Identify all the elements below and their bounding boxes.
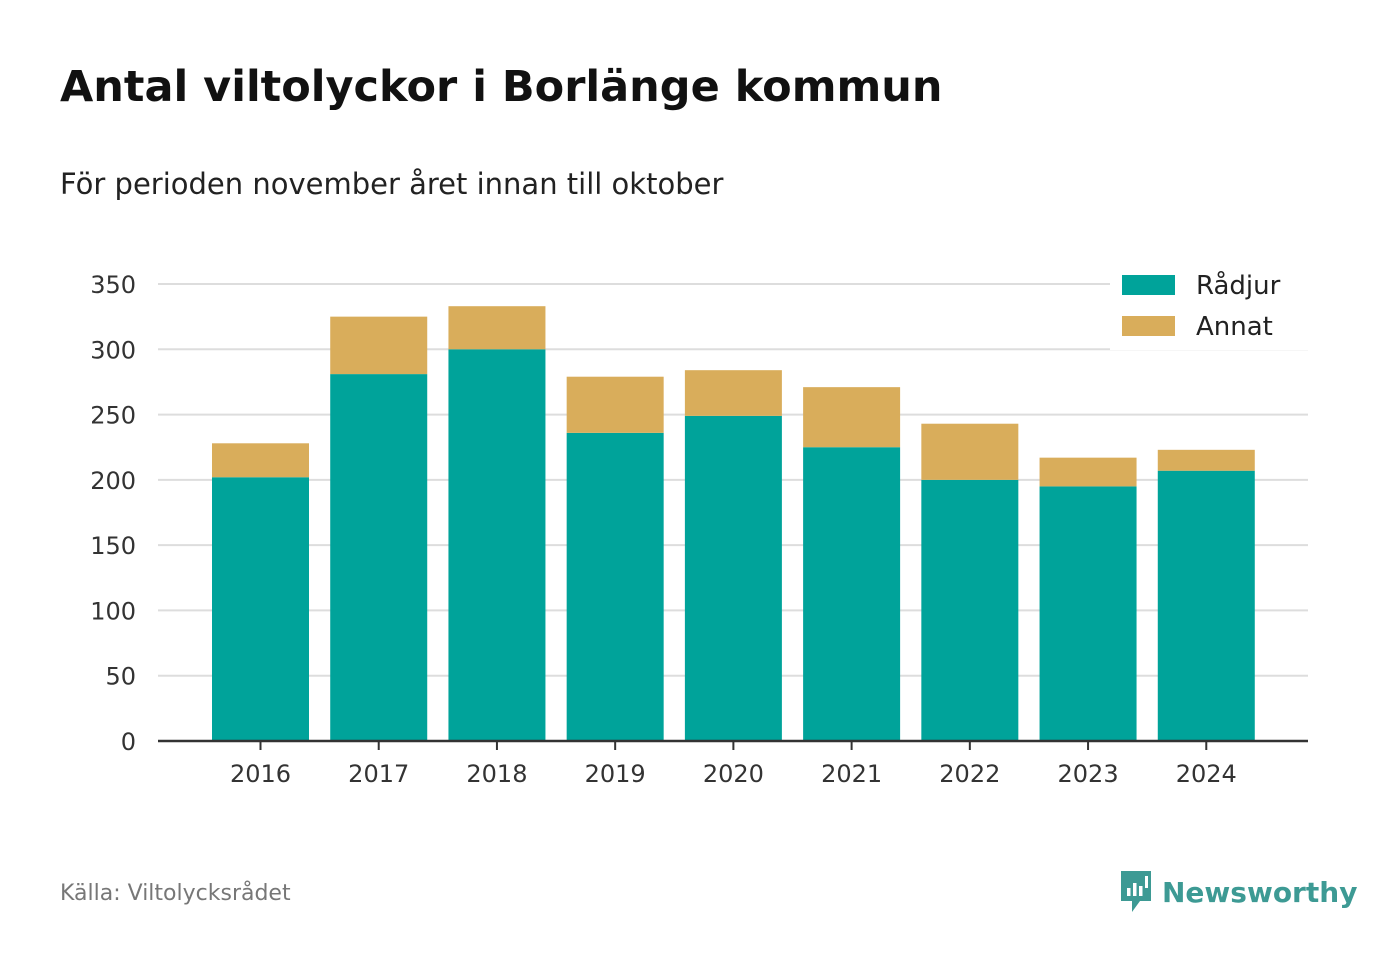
x-tick-label: 2024 — [1176, 760, 1237, 788]
bar-2018-annat — [448, 306, 546, 350]
chart-subtitle: För perioden november året innan till ok… — [60, 167, 724, 201]
y-tick-label: 100 — [90, 597, 136, 625]
bar-2018-r-djur — [448, 349, 546, 741]
bar-2017-annat — [330, 316, 428, 375]
brand-name: Newsworthy — [1162, 875, 1358, 909]
x-tick-label: 2023 — [1058, 760, 1119, 788]
x-tick-label: 2019 — [585, 760, 646, 788]
bar-2023-annat — [1039, 457, 1137, 487]
y-tick-label: 150 — [90, 532, 136, 560]
legend: Rådjur Annat — [1110, 262, 1310, 350]
bar-2017-r-djur — [330, 374, 428, 741]
y-tick-label: 250 — [90, 402, 136, 430]
x-tick-label: 2016 — [230, 760, 291, 788]
y-tick-label: 350 — [90, 271, 136, 299]
x-tick-label: 2017 — [348, 760, 409, 788]
x-axis-ticks: 2016 2017 2018 2019 2020 2021 2022 2023 2024 — [230, 741, 1237, 788]
legend-swatch — [1122, 275, 1175, 295]
bar-2016-annat — [212, 443, 309, 478]
bar-2020-r-djur — [684, 415, 782, 741]
newsworthy-logo-icon — [1121, 871, 1151, 912]
source-note: Källa: Viltolycksrådet — [60, 881, 291, 906]
bar-2019-annat — [566, 376, 664, 433]
legend-label: Rådjur — [1196, 270, 1281, 301]
bar-2021-r-djur — [803, 447, 901, 741]
y-tick-label: 50 — [105, 663, 136, 691]
x-tick-label: 2020 — [703, 760, 764, 788]
legend-swatch — [1122, 316, 1175, 336]
bars — [212, 306, 1255, 741]
legend-label: Annat — [1196, 312, 1273, 342]
x-tick-label: 2021 — [821, 760, 882, 788]
bar-2016-r-djur — [212, 477, 309, 741]
bar-2019-r-djur — [566, 432, 664, 741]
bar-2020-annat — [684, 370, 782, 416]
bar-2024-r-djur — [1157, 470, 1255, 741]
y-tick-label: 200 — [90, 467, 136, 495]
bar-2024-annat — [1157, 449, 1255, 471]
bar-2022-r-djur — [921, 479, 1019, 741]
bar-2023-r-djur — [1039, 486, 1137, 741]
y-axis-ticks: 0 50 100 150 200 250 300 350 — [90, 271, 136, 756]
bar-2022-annat — [921, 423, 1019, 480]
y-tick-label: 300 — [90, 336, 136, 364]
x-tick-label: 2018 — [466, 760, 527, 788]
chart-title: Antal viltolyckor i Borlänge kommun — [60, 62, 943, 112]
x-tick-label: 2022 — [939, 760, 1000, 788]
brand-logo: Newsworthy — [1118, 868, 1357, 916]
y-tick-label: 0 — [121, 728, 136, 756]
bar-2021-annat — [803, 387, 901, 448]
